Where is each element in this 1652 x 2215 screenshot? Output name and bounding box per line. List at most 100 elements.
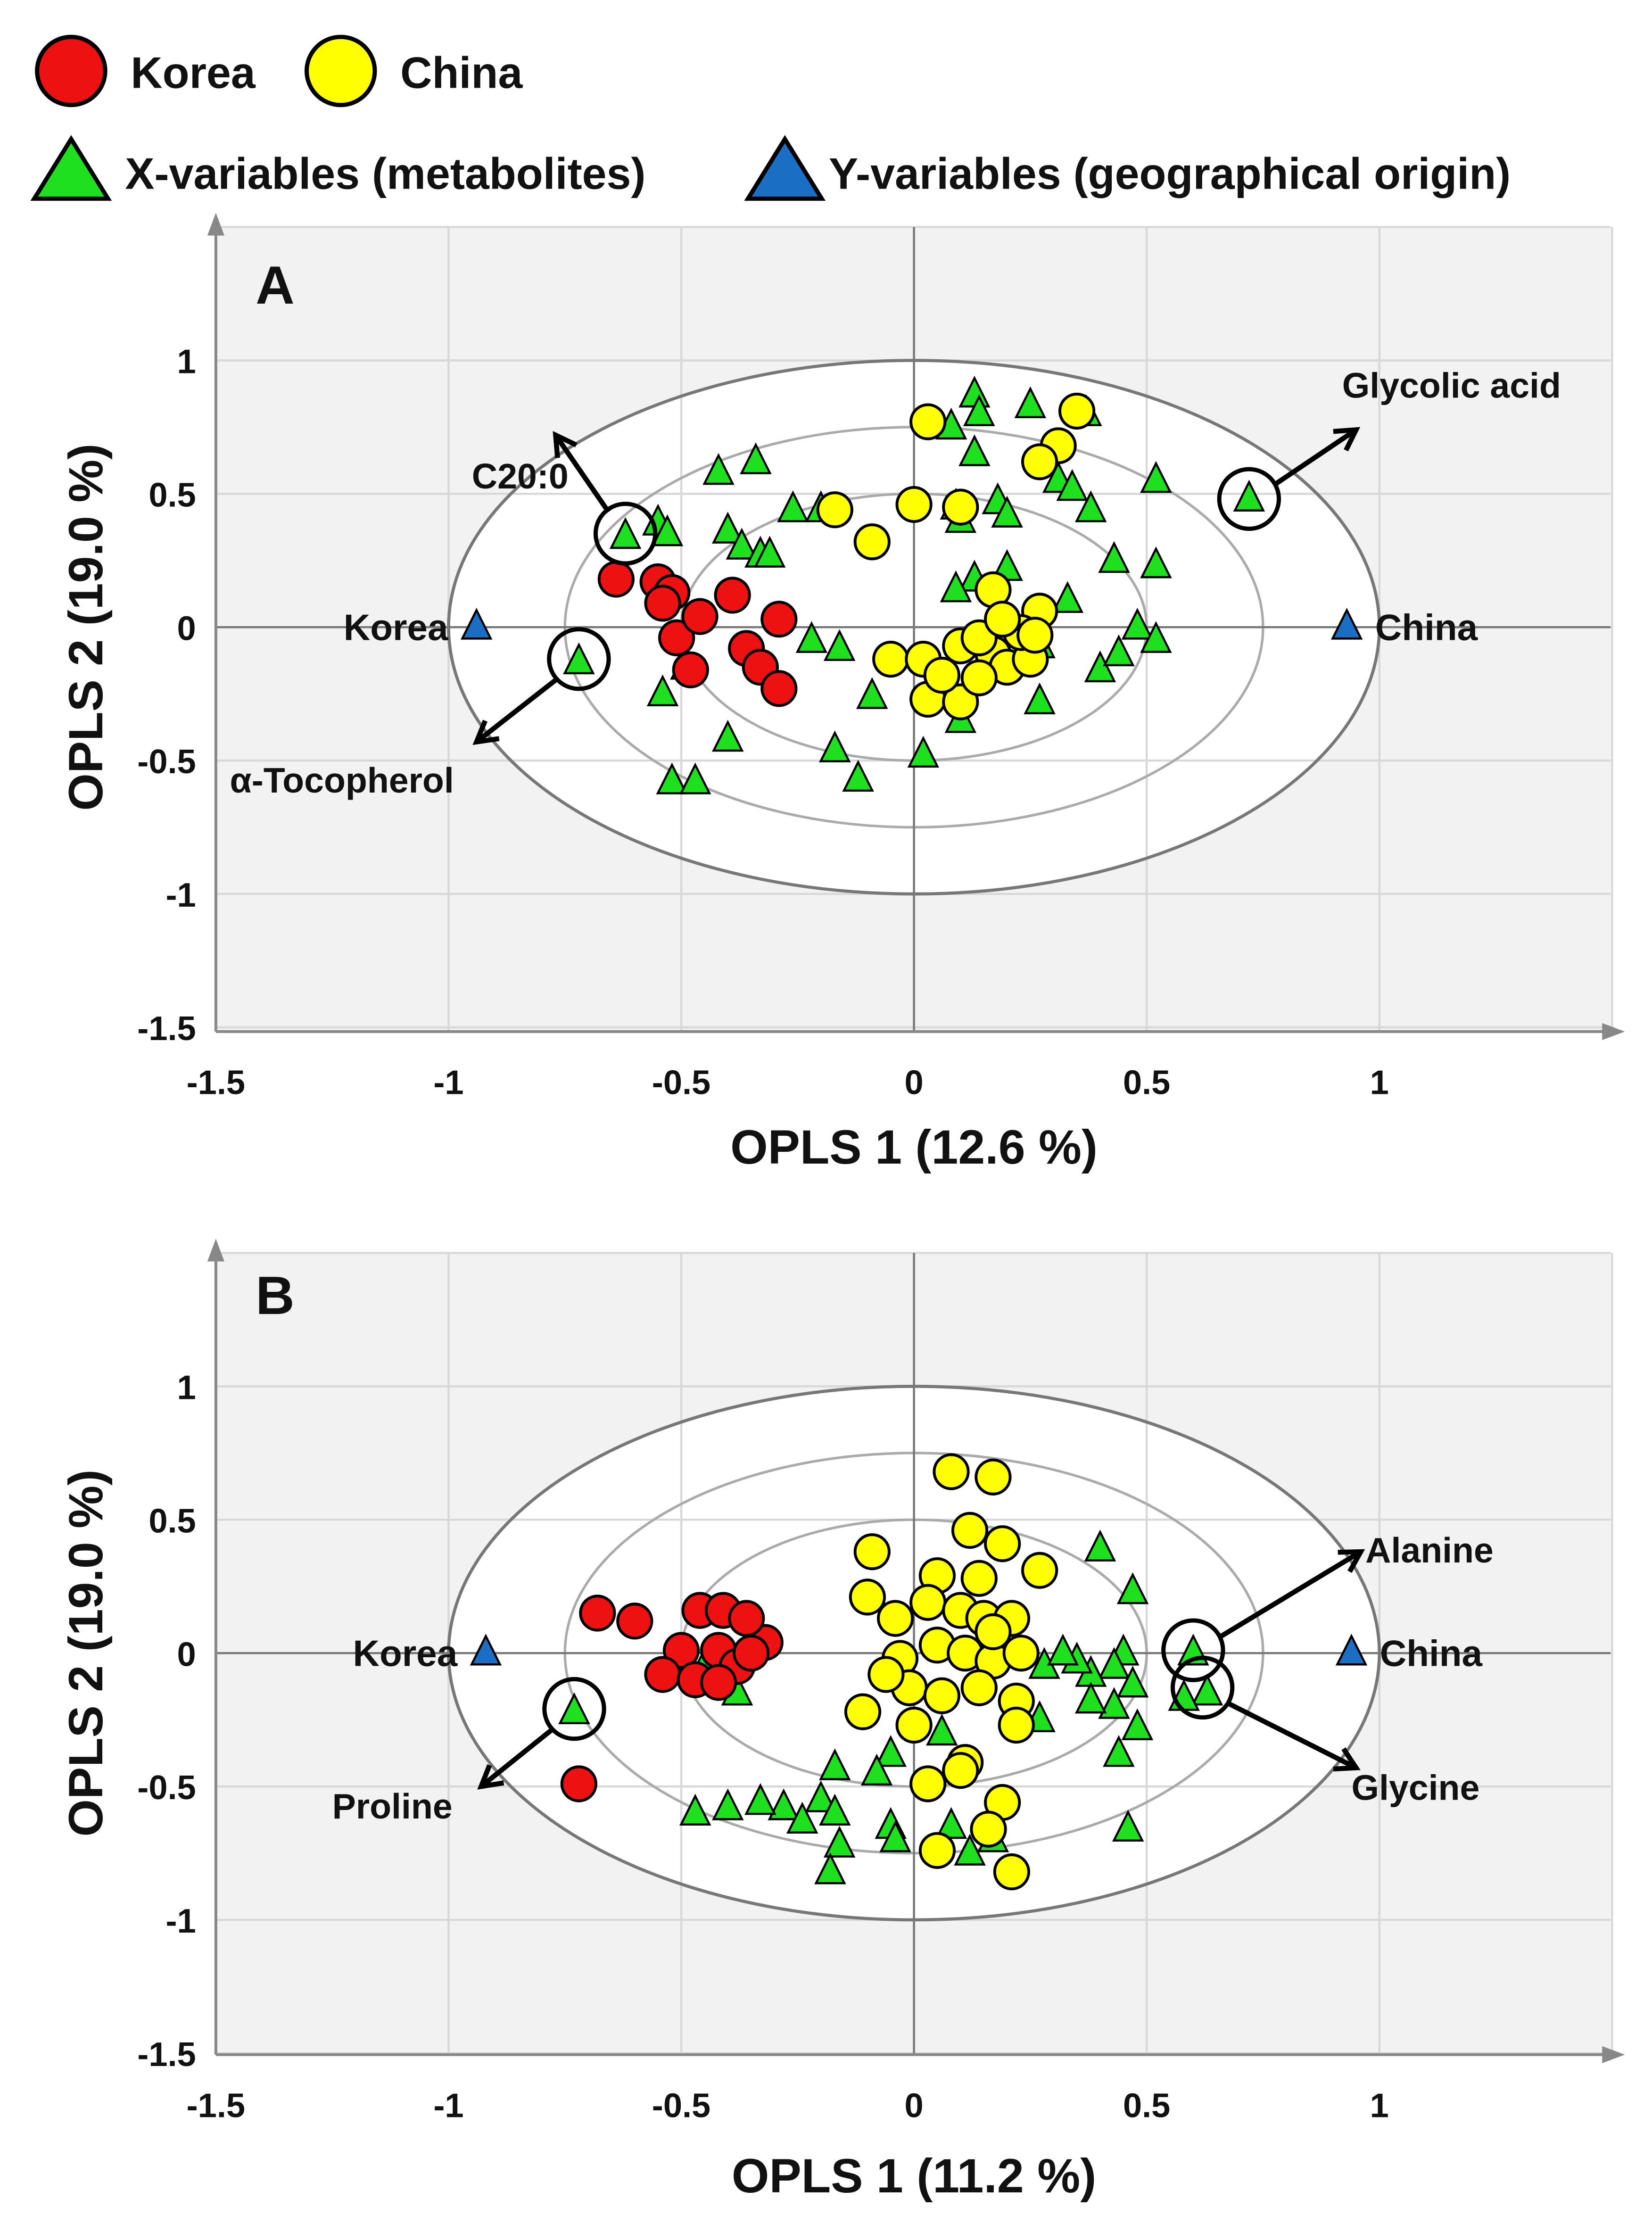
x-tick-label: -0.5 xyxy=(652,2087,710,2124)
china-sample-point xyxy=(849,1579,886,1616)
x-variable-point xyxy=(795,621,828,653)
x-tick-label: -1 xyxy=(433,1064,463,1101)
legend: Korea China X-variables (metabolites) Y-… xyxy=(30,34,1511,201)
x-variable-point xyxy=(1233,479,1265,512)
y-tick-label: 0 xyxy=(177,1636,196,1673)
china-sample-point xyxy=(970,1810,1007,1848)
china-sample-point xyxy=(1021,443,1058,480)
y-tick-label: 1 xyxy=(177,343,196,381)
china-sample-point xyxy=(867,1656,905,1693)
x-variable-point xyxy=(656,762,688,794)
x-variable-point xyxy=(777,490,809,522)
x-tick-label: 1 xyxy=(1370,1064,1389,1101)
korea-sample-point xyxy=(579,1595,616,1632)
legend-y-variables-label: Y-variables (geographical origin) xyxy=(829,149,1511,198)
x-variable-point xyxy=(935,1807,967,1839)
x-variable-point xyxy=(1140,461,1172,493)
x-tick-label: -0.5 xyxy=(652,1064,710,1101)
korea-sample-point xyxy=(644,1656,681,1693)
highlight-circle xyxy=(593,502,658,566)
x-variable-point xyxy=(940,570,972,603)
china-sample-point xyxy=(942,1752,979,1789)
korea-sample-point xyxy=(560,1765,597,1802)
x-variable-point xyxy=(1116,1572,1149,1604)
x-tick-label: 0.5 xyxy=(1123,2087,1170,2124)
y-tick-label: -0.5 xyxy=(137,743,196,781)
china-sample-point xyxy=(1016,617,1054,654)
x-variable-point xyxy=(856,677,888,709)
china-sample-point xyxy=(918,1832,956,1869)
annotation-arrow-line xyxy=(1272,428,1358,488)
china-sample-point xyxy=(923,1677,960,1714)
x-variable-point xyxy=(1112,1810,1144,1842)
y-tick-label: -1 xyxy=(166,1902,196,1940)
y-axis-arrow-icon xyxy=(207,213,224,236)
china-sample-point xyxy=(984,601,1021,638)
annotation-label: Alanine xyxy=(1365,1530,1494,1570)
annotation-label: α-Tocopherol xyxy=(230,760,454,800)
x-variable-point xyxy=(907,736,940,768)
x-variable-point xyxy=(609,517,642,549)
x-variable-point xyxy=(1191,1673,1223,1706)
y-tick-label: -1.5 xyxy=(137,2036,196,2074)
x-variable-point xyxy=(711,1788,744,1820)
china-sample-point xyxy=(942,488,979,526)
arrowhead-icon xyxy=(1333,427,1361,452)
highlight-circle xyxy=(1217,467,1281,531)
annotation-label: Glycolic acid xyxy=(1342,366,1561,405)
china-sample-point xyxy=(909,1584,947,1621)
y-tick-label: 1 xyxy=(177,1369,196,1406)
x-variable-point xyxy=(1098,1647,1130,1679)
legend-korea-label: Korea xyxy=(131,49,256,98)
y-variable-label: Korea xyxy=(344,606,448,648)
y-variable-label: China xyxy=(1380,1632,1483,1674)
annotation-arrow-line xyxy=(553,433,611,513)
china-sample-point xyxy=(975,1458,1012,1496)
arrowhead-icon xyxy=(553,431,578,458)
x-variable-point xyxy=(646,674,679,707)
x-variable-point xyxy=(740,442,772,474)
china-sample-point xyxy=(993,1853,1031,1891)
panel-a: -1.5 -1 -0.5 0 0.5 1 1 0.5 0 -0.5 -1 -1.5 Korea China… xyxy=(58,213,1625,1174)
korea-sample-point xyxy=(616,1603,653,1640)
y-axis-title: OPLS 2 (19.0 %) xyxy=(58,444,113,811)
x-tick-label: -1.5 xyxy=(187,1064,245,1101)
annotation-arrow-line xyxy=(1217,1549,1362,1640)
x-variable-point xyxy=(991,496,1023,528)
x-axis-arrow-icon xyxy=(1602,1023,1625,1041)
x-variable-point xyxy=(753,536,786,568)
x-tick-label: -1 xyxy=(433,2087,463,2124)
y-axis-title: OPLS 2 (19.0 %) xyxy=(58,1470,113,1837)
x-variable-point xyxy=(958,434,991,466)
y-variable-point xyxy=(1330,608,1363,640)
x-variable-point xyxy=(819,730,851,762)
x-variable-point xyxy=(1084,1529,1116,1562)
korea-sample-point xyxy=(644,585,681,622)
x-variable-point xyxy=(679,1793,711,1826)
x-variable-point xyxy=(819,1748,851,1780)
x-variable-point xyxy=(819,1793,851,1826)
y-variable-point xyxy=(460,608,493,640)
x-variable-point xyxy=(1121,1708,1154,1740)
x-variable-point xyxy=(726,528,758,560)
korea-sample-point xyxy=(760,670,798,707)
china-sample-point xyxy=(975,1613,1012,1651)
x-variable-point xyxy=(1051,581,1084,613)
x-variable-point xyxy=(558,1692,590,1725)
plot-area: -1.5 -1 -0.5 0 0.5 1 1 0.5 0 -0.5 -1 -1.5 Korea China… xyxy=(137,213,1625,1101)
x-axis-title: OPLS 1 (11.2 %) xyxy=(732,2149,1096,2203)
x-variable-point xyxy=(1103,1735,1135,1767)
x-variable-point xyxy=(842,760,874,792)
x-variable-point xyxy=(786,1802,818,1834)
x-variable-point xyxy=(1074,490,1107,522)
arrowhead-icon xyxy=(472,719,500,745)
legend-china-marker xyxy=(304,34,377,107)
annotation-label: Glycine xyxy=(1352,1768,1480,1807)
china-sample-point xyxy=(960,1669,998,1706)
x-variable-point xyxy=(1074,1681,1107,1714)
x-variable-point xyxy=(926,1713,958,1746)
x-variable-point xyxy=(954,1834,986,1866)
x-variable-point xyxy=(823,1826,856,1858)
korea-sample-point xyxy=(714,577,751,614)
